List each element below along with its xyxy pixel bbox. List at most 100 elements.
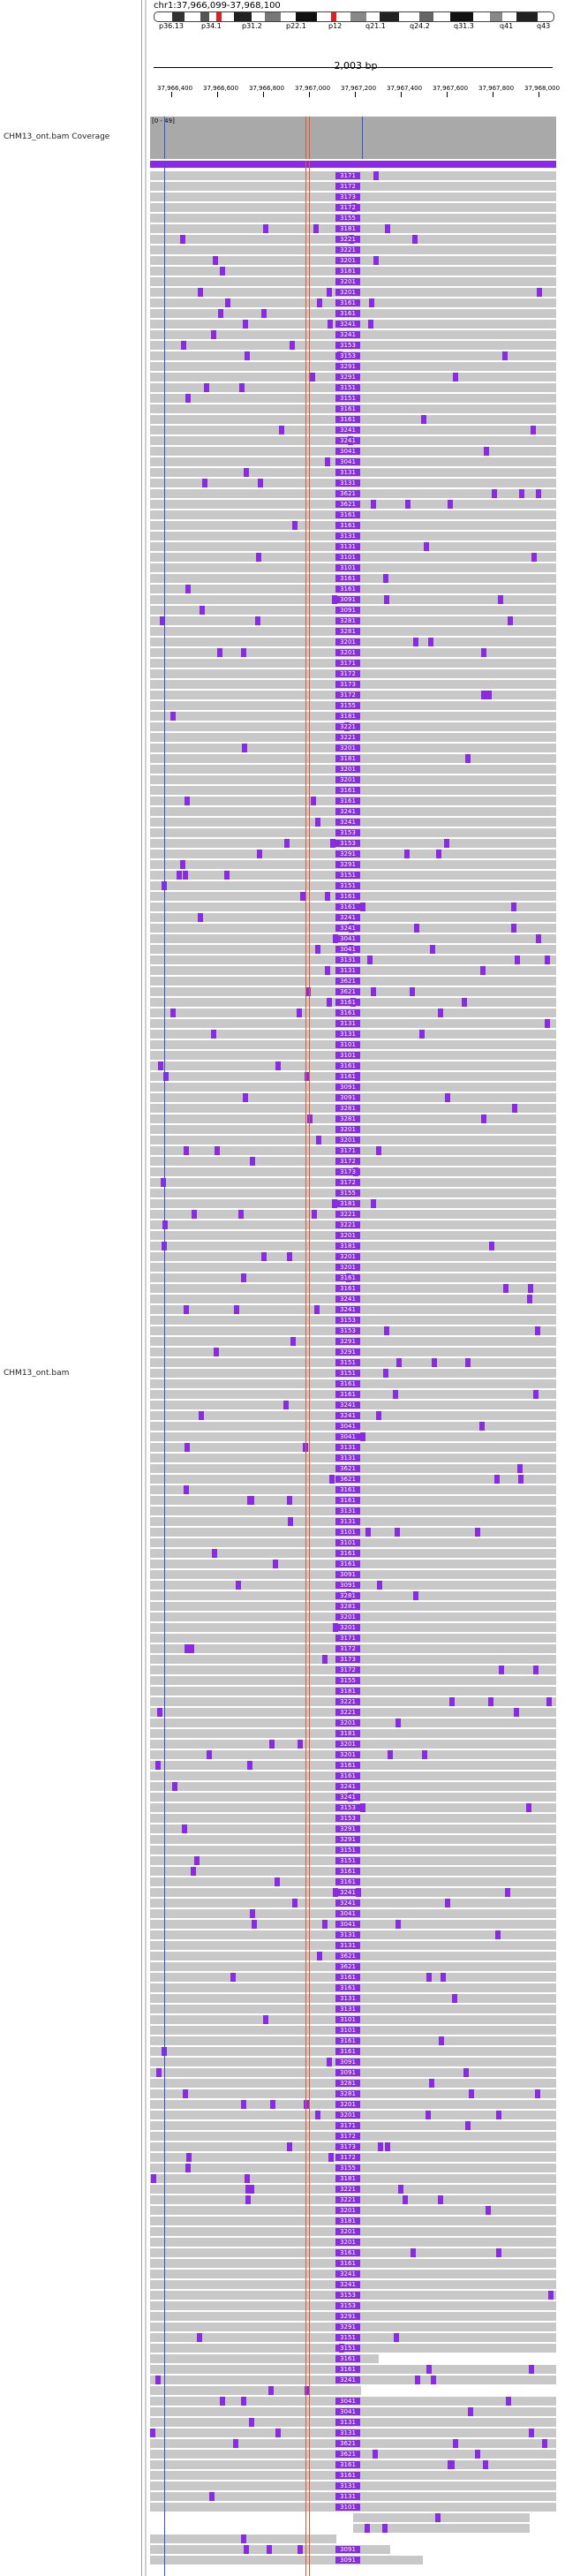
read-row[interactable]: 3291: [150, 1337, 556, 1346]
read-row[interactable]: 3201: [150, 648, 556, 657]
read-row[interactable]: 3281: [150, 627, 556, 636]
read-row[interactable]: 3131: [150, 2482, 556, 2490]
read-row[interactable]: 3241: [150, 1888, 556, 1897]
read-row[interactable]: 3221: [150, 1697, 556, 1706]
read-row[interactable]: 3173: [150, 1167, 556, 1176]
read-row[interactable]: 3281: [150, 1591, 556, 1600]
read-row[interactable]: 3131: [150, 2418, 556, 2427]
read-row[interactable]: 3161: [150, 1485, 556, 1494]
read-row[interactable]: 3091: [150, 2058, 556, 2066]
read-row[interactable]: 3181: [150, 1242, 556, 1250]
read-row[interactable]: 3173: [150, 193, 556, 201]
read-row[interactable]: 3161: [150, 1072, 556, 1081]
read-row[interactable]: 3221: [150, 1210, 556, 1219]
read-row[interactable]: 3101: [150, 1528, 556, 1537]
read-row[interactable]: 3173: [150, 2142, 556, 2151]
read-row[interactable]: 3161: [150, 1560, 556, 1568]
read-row[interactable]: 3241: [150, 2270, 556, 2278]
read-row[interactable]: [353, 2513, 530, 2522]
read-row[interactable]: 3172: [150, 182, 556, 191]
read-row[interactable]: 3151: [150, 2344, 556, 2353]
read-row[interactable]: 3151: [150, 1846, 556, 1855]
read-row[interactable]: 3201: [150, 1740, 556, 1749]
read-row[interactable]: 3101: [150, 563, 556, 572]
read-row[interactable]: 3155: [150, 701, 556, 710]
read-row[interactable]: 3131: [150, 1517, 556, 1526]
read-row[interactable]: 3201: [150, 775, 556, 784]
read-row[interactable]: 3621: [150, 1475, 556, 1484]
read-row[interactable]: 3161: [150, 1771, 556, 1780]
read-row[interactable]: 3173: [150, 1655, 556, 1664]
read-row[interactable]: 3151: [150, 1358, 556, 1367]
read-row[interactable]: 3101: [150, 1538, 556, 1547]
read-row[interactable]: 3131: [150, 479, 556, 487]
read-row[interactable]: 3161: [150, 1284, 556, 1293]
read-row[interactable]: 3172: [150, 1644, 556, 1653]
coverage-track[interactable]: [0 - 49]: [150, 117, 556, 159]
read-row[interactable]: 3041: [150, 1920, 556, 1929]
read-row[interactable]: 3241: [150, 1793, 556, 1802]
read-row[interactable]: 3172: [150, 1178, 556, 1187]
read-row[interactable]: 3161: [150, 1761, 556, 1770]
read-row[interactable]: 3161: [150, 574, 556, 583]
read-row[interactable]: 3161: [150, 903, 556, 911]
read-row[interactable]: 3171: [150, 2121, 556, 2130]
read-row[interactable]: 3091: [150, 1570, 556, 1579]
read-row[interactable]: 3291: [150, 373, 556, 381]
read-row[interactable]: 3161: [150, 797, 556, 805]
read-row[interactable]: 3161: [150, 1008, 556, 1017]
read-row[interactable]: 3621: [150, 2439, 556, 2448]
read-row[interactable]: 3161: [150, 998, 556, 1007]
read-row[interactable]: 3151: [150, 871, 556, 880]
read-row[interactable]: 3291: [150, 850, 556, 858]
read-row[interactable]: 3281: [150, 616, 556, 625]
read-row[interactable]: 3621: [150, 2450, 556, 2459]
read-row[interactable]: 3291: [150, 1835, 556, 1844]
read-row[interactable]: 3161: [150, 1379, 556, 1388]
read-row[interactable]: 3221: [150, 1708, 556, 1717]
read-row[interactable]: 3091: [150, 1093, 556, 1102]
read-row[interactable]: 3161: [150, 415, 556, 424]
read-row[interactable]: 3241: [150, 924, 556, 933]
read-row[interactable]: 3201: [150, 1136, 556, 1144]
read-row[interactable]: 3221: [150, 246, 556, 254]
read-row[interactable]: 3201: [150, 2227, 556, 2236]
read-row[interactable]: 3281: [150, 2089, 556, 2098]
chromosome-ideogram[interactable]: [154, 11, 554, 22]
read-row[interactable]: 3091: [150, 2068, 556, 2077]
read-row[interactable]: 3221: [150, 722, 556, 731]
read-row[interactable]: 3181: [150, 2174, 556, 2183]
read-row[interactable]: 3172: [150, 203, 556, 212]
read-row[interactable]: 3241: [150, 1782, 556, 1791]
read-row[interactable]: 3201: [150, 1231, 556, 1240]
read-row[interactable]: 3131: [150, 1443, 556, 1452]
read-row[interactable]: 3041: [150, 457, 556, 466]
read-row[interactable]: 3621: [150, 1464, 556, 1473]
read-row[interactable]: 3241: [150, 818, 556, 827]
read-row[interactable]: 3201: [150, 1750, 556, 1759]
read-row[interactable]: 3151: [150, 2333, 556, 2342]
read-row[interactable]: 3221: [150, 235, 556, 244]
read-row[interactable]: 3161: [150, 2047, 556, 2056]
read-row[interactable]: 3131: [150, 2005, 556, 2013]
read-row[interactable]: 3181: [150, 1687, 556, 1696]
read-row[interactable]: 3241: [150, 436, 556, 445]
read-row[interactable]: 3281: [150, 2079, 556, 2088]
read-row[interactable]: 3181: [150, 1199, 556, 1208]
read-row[interactable]: 3161: [150, 510, 556, 519]
read-row[interactable]: 3241: [150, 1305, 556, 1314]
read-row[interactable]: 3201: [150, 256, 556, 265]
read-row[interactable]: 3172: [150, 1666, 556, 1674]
read-row[interactable]: 3131: [150, 542, 556, 551]
alignment-track[interactable]: 3171 3172 3173 3172 3155 3181 3221 3221 3201 3181…: [150, 161, 556, 2576]
read-row[interactable]: 3172: [150, 2153, 556, 2162]
read-row[interactable]: 3171: [150, 659, 556, 668]
alignment-track-name[interactable]: CHM13_ont.bam: [4, 1369, 70, 1378]
read-row[interactable]: 3131: [150, 1030, 556, 1039]
read-row[interactable]: 3181: [150, 2217, 556, 2225]
read-row[interactable]: 3161: [150, 2471, 556, 2480]
read-row[interactable]: 3161: [150, 1390, 556, 1399]
read-row[interactable]: 3091: [150, 1581, 556, 1590]
read-row[interactable]: 3041: [150, 447, 556, 456]
read-row[interactable]: 3131: [150, 1454, 556, 1462]
